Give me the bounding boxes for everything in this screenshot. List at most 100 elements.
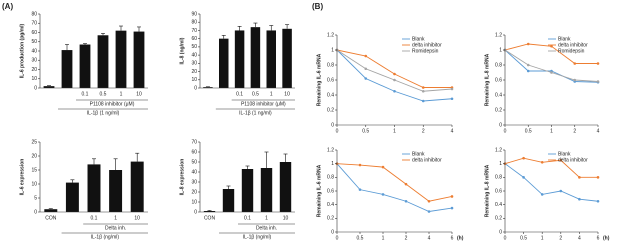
- y-tick-label: 1.2: [327, 147, 334, 153]
- x-tick-label: 4: [597, 128, 600, 134]
- x-tick-label: 10: [284, 91, 290, 97]
- x-tick-label: 4: [578, 235, 581, 241]
- y-tick-label: 0.6: [327, 188, 334, 194]
- y-tick-label: 10: [191, 199, 197, 205]
- y-tick-label: 1.2: [327, 32, 334, 38]
- y-tick-label: 50: [31, 39, 37, 45]
- x-tick-label: 1: [114, 215, 117, 221]
- x-unit: (h): [603, 235, 610, 241]
- point: [596, 199, 600, 203]
- y-tick-label: 1: [499, 161, 502, 167]
- treatment-label: IL-1β (1 ng/ml): [87, 110, 120, 116]
- bar: [79, 44, 91, 88]
- x-tick-label: 1: [393, 128, 396, 134]
- x-tick-label: 0.5: [100, 91, 107, 97]
- y-tick-label: 0.2: [495, 107, 502, 113]
- bar: [282, 28, 292, 88]
- y-tick-label: 70: [191, 139, 197, 145]
- y-axis-label: IL-6 production (pg/ml): [19, 23, 25, 78]
- y-axis-label: Remaining IL-8 mRNA: [484, 53, 490, 106]
- x-tick-label: 10: [136, 91, 142, 97]
- bar: [97, 35, 109, 88]
- y-tick-label: 20: [31, 153, 37, 159]
- y-tick-label: 90: [191, 11, 197, 17]
- x-tick-label: 0.1: [236, 91, 243, 97]
- x-tick-label: 0.5: [252, 91, 259, 97]
- group-label: P1108 inhibitor (μM): [241, 101, 286, 107]
- series-line: [504, 163, 599, 202]
- series-line: [504, 49, 599, 82]
- y-tick-label: 10: [191, 77, 197, 83]
- point: [596, 176, 600, 179]
- bar: [130, 161, 144, 212]
- point: [550, 44, 553, 48]
- point: [364, 77, 368, 80]
- point: [450, 206, 454, 210]
- y-tick-label: 0.6: [327, 77, 334, 83]
- y-tick-label: 20: [31, 67, 37, 73]
- y-tick-label: 80: [191, 20, 197, 26]
- point: [559, 189, 563, 193]
- y-tick-label: 0.6: [495, 188, 502, 194]
- y-tick-label: 0.8: [327, 62, 334, 68]
- y-tick-label: 0: [331, 229, 334, 235]
- y-tick-label: 20: [191, 189, 197, 195]
- x-tick-label: 10: [134, 215, 140, 221]
- y-axis-label: Remaining IL-8 mRNA: [484, 164, 490, 217]
- point: [358, 188, 362, 191]
- x-tick-label: 0.1: [244, 215, 251, 221]
- y-tick-label: 25: [31, 139, 37, 145]
- bar: [241, 169, 254, 212]
- y-tick-label: 30: [191, 61, 197, 67]
- y-tick-label: 1.2: [495, 32, 502, 38]
- series-line: [336, 49, 453, 102]
- y-tick-label: 30: [31, 58, 37, 64]
- x-tick-label: 10: [283, 215, 289, 221]
- point: [393, 89, 396, 93]
- x-tick-label: 1: [541, 235, 544, 241]
- bar: [266, 30, 276, 89]
- bar: [222, 189, 235, 212]
- x-tick-label: 1: [270, 91, 273, 97]
- treatment-label: IL-1β (ng/ml): [91, 234, 120, 240]
- y-tick-label: 0: [194, 209, 197, 215]
- series-line: [336, 49, 453, 92]
- x-tick-label: 2: [573, 128, 576, 134]
- x-unit: (h): [457, 235, 464, 241]
- point: [578, 197, 581, 201]
- x-tick-label: 0.5: [520, 235, 527, 241]
- y-tick-label: 5: [34, 195, 37, 201]
- series-line: [336, 163, 453, 212]
- x-tick-label: 0.5: [362, 128, 369, 134]
- point: [526, 69, 530, 73]
- y-tick-label: 0: [499, 229, 502, 235]
- x-tick-label: 2: [405, 235, 408, 241]
- y-tick-label: 40: [191, 169, 197, 175]
- series-line: [504, 49, 599, 83]
- point: [404, 199, 408, 203]
- y-tick-label: 0.2: [327, 107, 334, 113]
- bar: [250, 27, 261, 88]
- legend-label: Blank: [558, 151, 571, 157]
- legend-label: delta inhibitor: [558, 157, 588, 163]
- legend-label: Romidepsin: [412, 48, 439, 54]
- series-line: [504, 157, 598, 178]
- point: [522, 176, 525, 179]
- y-tick-label: 0.4: [495, 202, 502, 208]
- y-tick-label: 0: [499, 122, 502, 128]
- y-tick-label: 0.4: [327, 92, 334, 98]
- point: [540, 161, 544, 164]
- x-tick-label: CON: [45, 215, 57, 221]
- legend-label: delta inhibitor: [412, 42, 442, 48]
- bar: [133, 31, 145, 88]
- y-tick-label: 70: [191, 28, 197, 34]
- bar: [279, 162, 292, 212]
- bar: [260, 168, 273, 212]
- y-axis-label: Remaining IL-6 mRNA: [316, 53, 322, 106]
- legend-label: Blank: [412, 151, 425, 157]
- point: [393, 78, 396, 82]
- legend-label: delta inhibitor: [558, 42, 588, 48]
- x-tick-label: 0.1: [82, 91, 89, 97]
- x-tick-label: CON: [204, 215, 216, 221]
- y-tick-label: 0.4: [495, 92, 502, 98]
